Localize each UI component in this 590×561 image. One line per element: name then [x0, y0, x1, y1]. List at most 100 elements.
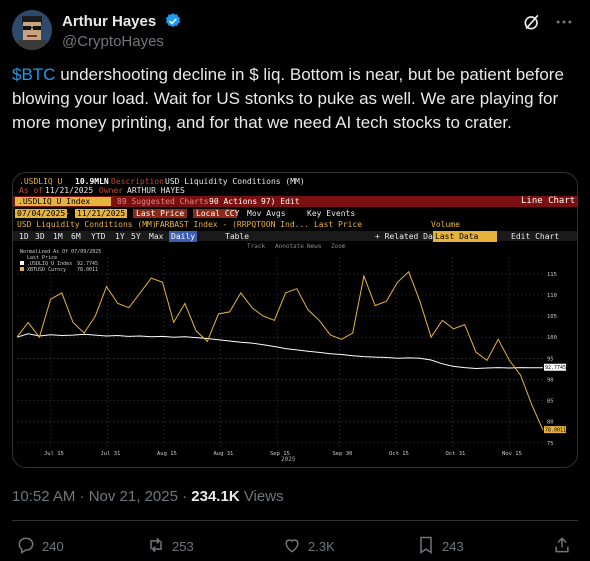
bookmark-count: 243	[442, 538, 464, 554]
bb-period-1y[interactable]: 1Y	[115, 232, 125, 241]
y-tick-label: 85	[547, 399, 554, 405]
bb-key-events[interactable]: Key Events	[307, 209, 356, 218]
bb-asof-row: As of 11/21/2025 Owner ARTHUR HAYES	[13, 186, 577, 196]
liquidity-chart: 75 80 85 90 95 100 105 110 115 Jul 15 Jul 31 Aug 1…	[16, 249, 566, 463]
bb-desc-label: Description	[111, 177, 164, 186]
repost-button[interactable]: 253	[146, 534, 194, 558]
more-options-icon[interactable]	[554, 12, 574, 32]
usdliq-last-value: 92.7745	[545, 365, 566, 371]
bb-edit[interactable]: 97) Edit	[261, 197, 300, 206]
bb-owner: ARTHUR HAYES	[127, 186, 185, 195]
usdliq-line	[16, 333, 544, 370]
xbtusd-line	[16, 270, 544, 431]
views-count: 234.1K	[191, 488, 240, 505]
bb-period-1d[interactable]: 1D	[19, 232, 29, 241]
bb-menu-bar: .USDLIQ U Index 89 Suggested Charts 90 A…	[13, 196, 577, 207]
x-tick-label: Oct 31	[446, 451, 466, 457]
bb-period-max[interactable]: Max	[149, 232, 164, 241]
bookmark-button[interactable]: 243	[416, 534, 464, 558]
share-button[interactable]	[552, 534, 578, 558]
bb-last-price[interactable]: Last Price	[133, 209, 187, 218]
tweet-body: undershooting decline in $ liq. Bottom i…	[12, 65, 564, 132]
avatar[interactable]	[12, 10, 52, 50]
legend-series2-name: XBTUSD Curncy	[27, 267, 66, 273]
bb-suggested[interactable]: 89 Suggested Charts	[117, 197, 209, 206]
x-tick-label: Aug 15	[157, 451, 177, 457]
bb-actions[interactable]: 90 Actions	[209, 197, 258, 206]
bb-period-daily[interactable]: Daily	[169, 231, 198, 242]
bb-table[interactable]: Table	[225, 232, 250, 241]
bb-line-chart[interactable]: Line Chart	[521, 196, 576, 206]
y-tick-label: 115	[547, 272, 557, 278]
x-tick-label: Jul 31	[101, 451, 121, 457]
legend-series1-value: 92.7745	[77, 261, 98, 267]
chart-series	[16, 270, 544, 431]
repost-icon	[146, 535, 172, 558]
bb-tool-annotate[interactable]: Annotate	[275, 243, 304, 250]
cashtag-link[interactable]: $BTC	[12, 65, 56, 84]
display-name[interactable]: Arthur Hayes	[62, 12, 157, 30]
legend-normalized: Normalized As Of 07/09/2025	[20, 249, 101, 255]
bb-local-ccy[interactable]: Local CCY	[193, 209, 239, 218]
bb-tool-news[interactable]: News	[307, 243, 322, 250]
y-tick-label: 105	[547, 314, 557, 320]
divider	[12, 520, 578, 521]
bb-mln: 10.9MLN	[75, 177, 109, 186]
bb-period-5y[interactable]: 5Y	[131, 232, 141, 241]
xbtusd-last-value: 78.0011	[545, 428, 566, 434]
bb-series2-desc: FARBAST Index - (RRPQTOON Ind... Last Pr…	[155, 220, 363, 229]
x-tick-label: Sep 30	[333, 451, 353, 457]
x-tick-label: Sep 15	[270, 451, 290, 457]
like-count: 2.3K	[308, 538, 335, 554]
bb-series1-desc: USD Liquidity Conditions (MM)	[17, 220, 157, 229]
bb-last-data[interactable]: Last Data	[433, 231, 497, 242]
legend-last-price: Last Price	[27, 255, 57, 261]
bb-period-1m[interactable]: 1M	[53, 232, 63, 241]
bb-tools-row: Track Annotate News Zoom	[13, 242, 577, 252]
reply-button[interactable]: 240	[16, 534, 64, 558]
bb-edit-chart[interactable]: Edit Chart	[511, 232, 560, 241]
bb-title-row: .USDLIQ U 10.9MLN Description USD Liquid…	[13, 177, 577, 187]
bb-related[interactable]: + Related Data	[375, 232, 443, 241]
bb-tool-track[interactable]: Track	[247, 243, 266, 250]
legend-swatch-usdliq	[20, 261, 24, 265]
bb-period-6m[interactable]: 6M	[71, 232, 81, 241]
bb-period-3d[interactable]: 3D	[35, 232, 45, 241]
like-button[interactable]: 2.3K	[282, 534, 335, 558]
handle[interactable]: @CryptoHayes	[62, 33, 164, 51]
bb-period-row: 1D 3D 1M 6M YTD 1Y 5Y Max Daily Table + …	[13, 231, 577, 242]
bb-series-row: USD Liquidity Conditions (MM) FARBAST In…	[13, 220, 577, 230]
bb-date-row: 07/04/2025 - 11/21/2025 Last Price Local…	[13, 209, 577, 219]
x-tick-label: Nov 15	[502, 451, 522, 457]
bb-mov-avgs[interactable]: Mov Avgs	[247, 209, 286, 218]
y-tick-label: 75	[547, 441, 554, 447]
bb-asof: 11/21/2025	[45, 186, 94, 195]
tweet-timestamp[interactable]: 10:52 AM · Nov 21, 2025 ·	[12, 488, 192, 505]
xbtusd-last-badge	[544, 426, 566, 434]
x-axis-ticks: Jul 15 Jul 31 Aug 15 Aug 31 Sep 15 Sep 30 Oct …	[44, 451, 522, 457]
x-tick-label: Oct 15	[389, 451, 409, 457]
y-tick-label: 80	[547, 420, 554, 426]
grok-icon[interactable]	[522, 12, 542, 32]
bb-index-label[interactable]: .USDLIQ U Index	[15, 197, 111, 206]
bookmark-icon	[416, 535, 442, 558]
legend-series2-value: 78.0011	[77, 267, 98, 273]
bb-volume: Volume	[431, 220, 460, 229]
tweet-media-chart[interactable]: .USDLIQ U 10.9MLN Description USD Liquid…	[12, 172, 578, 468]
heart-icon	[282, 535, 308, 558]
bb-tool-zoom[interactable]: Zoom	[331, 243, 346, 250]
tweet-actions: 240 253 2.3K 243	[12, 534, 578, 558]
repost-count: 253	[172, 538, 194, 554]
bb-date-to[interactable]: 11/21/2025	[75, 209, 128, 218]
y-tick-label: 110	[547, 293, 557, 299]
verified-badge-icon	[164, 12, 182, 30]
bb-period-ytd[interactable]: YTD	[91, 232, 106, 241]
y-axis-ticks: 75 80 85 90 95 100 105 110 115	[547, 272, 557, 447]
usdliq-last-badge	[544, 363, 566, 371]
author-names: Arthur Hayes @CryptoHayes	[62, 12, 182, 50]
bb-date-from[interactable]: 07/04/2025	[15, 209, 68, 218]
y-tick-label: 100	[547, 335, 557, 341]
x-tick-label: Aug 31	[214, 451, 234, 457]
y-tick-label: 90	[547, 377, 554, 383]
tweet-text: $BTC undershooting decline in $ liq. Bot…	[12, 63, 578, 135]
